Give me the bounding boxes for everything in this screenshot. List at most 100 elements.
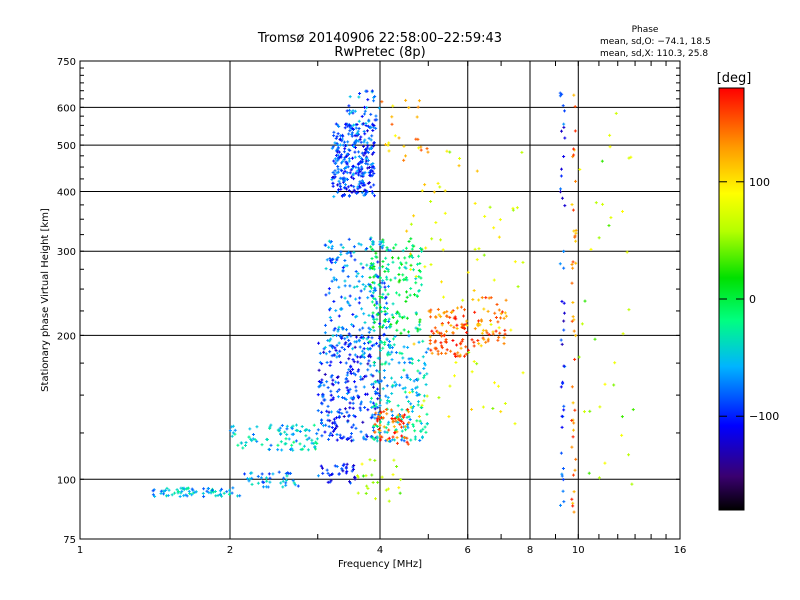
data-point [344,466,348,470]
data-point [343,264,347,268]
data-point [571,260,575,264]
data-point [364,159,368,163]
data-point [373,194,377,198]
data-point [385,337,389,341]
data-point [359,336,363,340]
data-point [342,171,346,175]
data-point [332,417,336,421]
data-point [326,404,330,408]
data-point [372,317,376,321]
data-point [608,145,612,149]
data-point [361,144,365,148]
data-point [497,308,501,312]
data-point [371,123,375,127]
data-point [383,362,387,366]
data-point [373,303,377,307]
data-point [344,122,348,126]
data-point [402,439,406,443]
x-tick-label: 8 [527,545,533,556]
data-point [305,438,309,442]
data-point [442,311,446,315]
data-point [176,490,180,494]
data-point [385,248,389,252]
data-point [354,126,358,130]
x-tick-label: 2 [227,545,233,556]
data-point [419,421,423,425]
data-point [347,368,351,372]
data-point [353,345,357,349]
data-point [346,301,350,305]
data-point [612,383,616,387]
data-point [182,494,186,498]
data-point [630,482,634,486]
data-point [351,438,355,442]
data-point [368,275,372,279]
data-point [318,383,322,387]
data-point [390,313,394,317]
data-point [572,153,576,157]
data-point [418,261,422,265]
data-point [185,494,189,498]
data-point [475,258,479,262]
data-point [296,484,300,488]
data-point [343,126,347,130]
data-point [345,152,349,156]
data-point [317,341,321,345]
data-point [341,143,345,147]
data-point [397,312,401,316]
data-point [151,489,155,493]
data-point [346,419,350,423]
data-point [381,323,385,327]
data-point [563,204,567,208]
data-point [509,328,513,332]
data-point [352,177,356,181]
data-point [287,437,291,441]
data-point [368,346,372,350]
data-point [348,129,352,133]
data-point [415,115,419,119]
data-point [370,396,374,400]
data-point [342,157,346,161]
data-point [356,185,360,189]
data-point [323,331,327,335]
data-point [372,151,376,155]
data-point [310,438,314,442]
data-point [560,196,564,200]
data-point [593,337,597,341]
data-point [368,173,372,177]
data-point [330,146,334,150]
y-tick-label: 400 [57,187,76,198]
data-point [439,238,443,242]
data-point [398,383,402,387]
data-point [353,415,357,419]
data-point [330,177,334,181]
data-point [329,360,333,364]
data-point [562,328,566,332]
data-point [358,296,362,300]
y-tick-label: 75 [63,535,76,546]
data-point [460,322,464,326]
data-point [407,415,411,419]
data-point [368,364,372,368]
data-point [268,425,272,429]
data-point [190,487,194,491]
data-point [346,185,350,189]
data-point [336,165,340,169]
data-point [326,386,330,390]
data-point [439,315,443,319]
data-point [346,371,350,375]
data-point [368,284,372,288]
data-point [347,338,351,342]
data-point [349,369,353,373]
data-point [467,350,471,354]
data-point [392,343,396,347]
data-point [374,402,378,406]
data-point [621,209,625,213]
data-point [352,414,356,418]
data-point [381,244,385,248]
data-point [388,340,392,344]
data-point [520,150,524,154]
data-point [225,490,229,494]
data-point [359,378,363,382]
data-point [412,379,416,383]
